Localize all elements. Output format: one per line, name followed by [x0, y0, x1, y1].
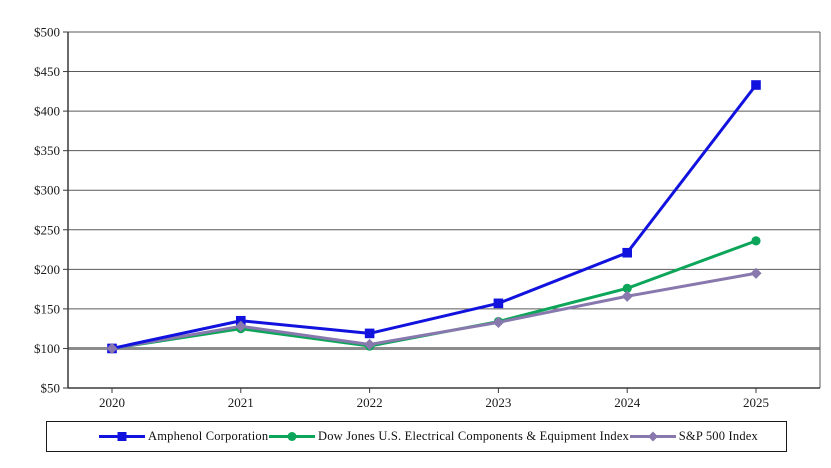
data-point-diamond-marker: [106, 342, 118, 355]
data-point-square-marker: [364, 328, 375, 339]
y-axis-label: $250: [34, 222, 60, 237]
y-axis-label: $100: [34, 341, 60, 356]
legend-circle-marker-icon: [287, 432, 297, 441]
x-axis-label: 2024: [614, 395, 641, 410]
x-axis-label: 2023: [485, 395, 511, 410]
data-point-diamond-marker: [621, 290, 633, 302]
data-point-diamond-marker: [235, 320, 247, 332]
x-axis-label: 2020: [99, 395, 125, 410]
y-axis-label: $500: [34, 25, 60, 40]
data-point-square-marker: [751, 80, 761, 90]
data-point-diamond-marker: [750, 267, 762, 279]
x-axis-label: 2021: [228, 395, 254, 410]
legend-label: Amphenol Corporation: [148, 429, 269, 443]
legend-square-marker-icon: [117, 432, 127, 441]
legend-label: S&P 500 Index: [678, 429, 758, 443]
legend: Amphenol Corporation Dow Jones U.S. Elec…: [46, 421, 787, 452]
series-line-square: [111, 84, 758, 350]
y-axis-label: $300: [34, 183, 60, 198]
data-point-circle-marker: [622, 283, 632, 293]
data-point-square-marker: [622, 247, 632, 258]
data-point-diamond-marker: [492, 316, 504, 328]
y-axis-label: $200: [34, 262, 60, 277]
green-circle-line-icon: [268, 432, 315, 441]
legend-item-dowjones-electrical: Dow Jones U.S. Electrical Components & E…: [268, 429, 630, 444]
data-point-circle-marker: [751, 236, 761, 246]
y-axis-label: $150: [34, 301, 60, 316]
legend-label: Dow Jones U.S. Electrical Components & E…: [317, 429, 630, 443]
y-axis-label: $50: [41, 381, 61, 396]
legend-diamond-marker-icon: [647, 431, 658, 442]
blue-square-line-icon: [99, 432, 145, 441]
series-line-diamond: [111, 271, 757, 350]
x-axis-label: 2025: [743, 395, 769, 410]
data-point-square-marker: [493, 298, 504, 309]
y-axis-label: $400: [34, 104, 60, 119]
x-axis-label: 2022: [357, 395, 383, 410]
legend-item-amphenol: Amphenol Corporation: [99, 429, 268, 444]
legend-item-sp500: S&P 500 Index: [629, 429, 758, 444]
data-point-diamond-marker: [364, 338, 376, 351]
y-axis-label: $350: [34, 143, 60, 158]
y-axis-label: $450: [34, 64, 60, 79]
purple-diamond-line-icon: [629, 431, 676, 442]
